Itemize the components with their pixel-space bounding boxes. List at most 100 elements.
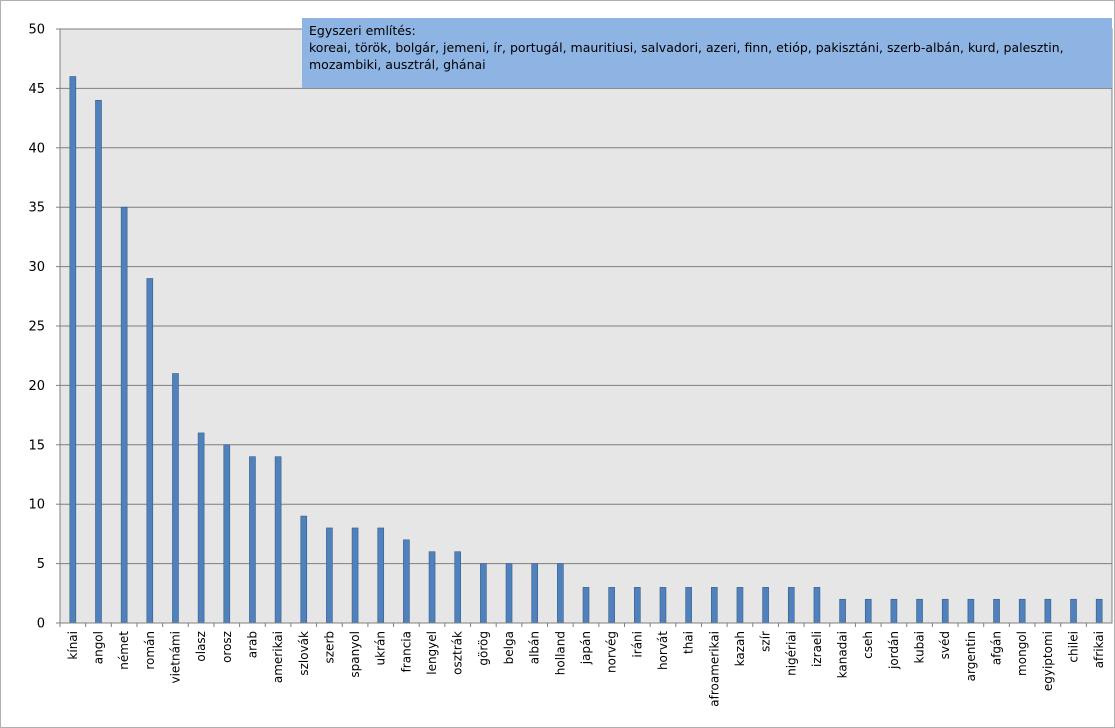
x-tick-label: román bbox=[143, 631, 157, 670]
x-tick-label: német bbox=[117, 631, 131, 670]
x-tick-label: albán bbox=[528, 631, 542, 664]
x-tick-label: olasz bbox=[194, 631, 208, 662]
x-tick-label: kazah bbox=[733, 631, 747, 666]
x-tick-label: vietnámi bbox=[168, 631, 182, 684]
x-tick-label: arab bbox=[245, 631, 259, 658]
x-tick-label: francia bbox=[399, 631, 413, 672]
x-tick-label: nigériai bbox=[784, 631, 798, 676]
bar bbox=[916, 598, 923, 624]
bar bbox=[223, 444, 231, 624]
bar bbox=[274, 456, 282, 624]
bar bbox=[890, 598, 898, 624]
x-tick-label: kanadai bbox=[836, 631, 850, 678]
annotation-text: koreai, török, bolgár, jemeni, ír, portu… bbox=[309, 40, 1064, 72]
x-tick-label: kínai bbox=[66, 631, 80, 660]
x-axis-tick-labels: kínai angol német román vietnámi olasz orosz ar… bbox=[59, 622, 1112, 707]
bar bbox=[608, 587, 615, 624]
bar bbox=[505, 563, 513, 624]
bar bbox=[531, 563, 538, 624]
x-tick-label: szír bbox=[759, 631, 773, 652]
bar bbox=[813, 587, 821, 624]
bar bbox=[736, 587, 744, 624]
x-tick-label: kubai bbox=[913, 631, 927, 664]
y-tick-label: 25 bbox=[28, 320, 45, 335]
x-tick-label: mongol bbox=[1015, 631, 1029, 676]
bar bbox=[1070, 598, 1077, 624]
annotation-box: Egyszeri említés: koreai, török, bolgár,… bbox=[302, 18, 1112, 88]
x-tick-label: japán bbox=[579, 631, 593, 665]
x-tick-label: svéd bbox=[938, 631, 952, 659]
x-tick-label: izraeli bbox=[810, 631, 824, 667]
x-tick-label: horvát bbox=[656, 631, 670, 670]
y-tick-label: 15 bbox=[28, 438, 45, 453]
bar bbox=[480, 563, 487, 624]
bar bbox=[1044, 598, 1052, 624]
x-tick-label: szerb bbox=[322, 631, 336, 663]
y-tick-label: 50 bbox=[28, 23, 45, 38]
x-tick-label: cseh bbox=[861, 631, 875, 659]
bar bbox=[993, 598, 1000, 624]
x-tick-label: chilei bbox=[1067, 631, 1081, 663]
x-tick-label: argentin bbox=[964, 631, 978, 681]
x-tick-label: spanyol bbox=[348, 631, 362, 678]
y-axis-tick-labels: 0 5 10 15 20 25 30 35 40 45 50 bbox=[28, 23, 61, 632]
x-tick-label: afrikai bbox=[1092, 631, 1106, 668]
y-tick-label: 40 bbox=[28, 141, 45, 156]
bar bbox=[634, 587, 641, 624]
x-tick-label: belga bbox=[502, 631, 516, 664]
bar bbox=[582, 587, 590, 624]
annotation-title: Egyszeri említés: bbox=[309, 23, 416, 38]
bar bbox=[377, 527, 385, 624]
x-tick-label: orosz bbox=[220, 631, 234, 663]
bar bbox=[351, 527, 359, 624]
bar bbox=[839, 598, 846, 624]
bar bbox=[864, 598, 872, 624]
bar bbox=[941, 598, 949, 624]
bar bbox=[762, 587, 769, 624]
x-tick-label: szlovák bbox=[297, 631, 311, 676]
bar bbox=[146, 278, 154, 624]
bar bbox=[403, 539, 410, 624]
x-tick-label: amerikai bbox=[271, 631, 285, 683]
bar bbox=[967, 598, 975, 624]
y-tick-label: 35 bbox=[28, 201, 45, 216]
bar bbox=[428, 551, 436, 624]
bar bbox=[300, 515, 308, 624]
x-tick-label: holland bbox=[553, 631, 567, 675]
x-tick-label: iráni bbox=[630, 631, 644, 658]
bar bbox=[1018, 598, 1026, 624]
bar bbox=[249, 456, 256, 624]
y-tick-label: 20 bbox=[28, 379, 45, 394]
x-tick-label: afroamerikai bbox=[707, 631, 721, 707]
bar bbox=[172, 373, 179, 624]
bar bbox=[197, 432, 205, 624]
x-tick-label: afgán bbox=[990, 631, 1004, 665]
x-tick-label: angol bbox=[91, 631, 105, 664]
bar bbox=[557, 563, 564, 624]
x-tick-label: görög bbox=[476, 631, 490, 666]
bar bbox=[95, 99, 102, 624]
bar bbox=[659, 587, 667, 624]
x-tick-label: ukrán bbox=[374, 631, 388, 665]
y-tick-label: 45 bbox=[28, 82, 45, 97]
x-tick-label: norvég bbox=[605, 631, 619, 673]
bar bbox=[1095, 598, 1103, 624]
x-tick-label: lengyel bbox=[425, 631, 439, 675]
bar bbox=[326, 527, 333, 624]
bar bbox=[454, 551, 462, 624]
y-tick-label: 30 bbox=[28, 260, 45, 275]
bars bbox=[69, 76, 1103, 624]
bar bbox=[710, 587, 718, 624]
x-tick-label: jordán bbox=[887, 631, 901, 670]
y-tick-label: 0 bbox=[37, 617, 45, 632]
x-tick-label: thai bbox=[682, 631, 696, 654]
y-tick-label: 5 bbox=[37, 557, 45, 572]
x-tick-label: osztrák bbox=[451, 631, 465, 675]
bar bbox=[787, 587, 795, 624]
y-tick-label: 10 bbox=[28, 498, 45, 513]
x-tick-label: egyiptomi bbox=[1041, 631, 1055, 691]
bar bbox=[120, 206, 128, 624]
bar bbox=[69, 76, 77, 624]
